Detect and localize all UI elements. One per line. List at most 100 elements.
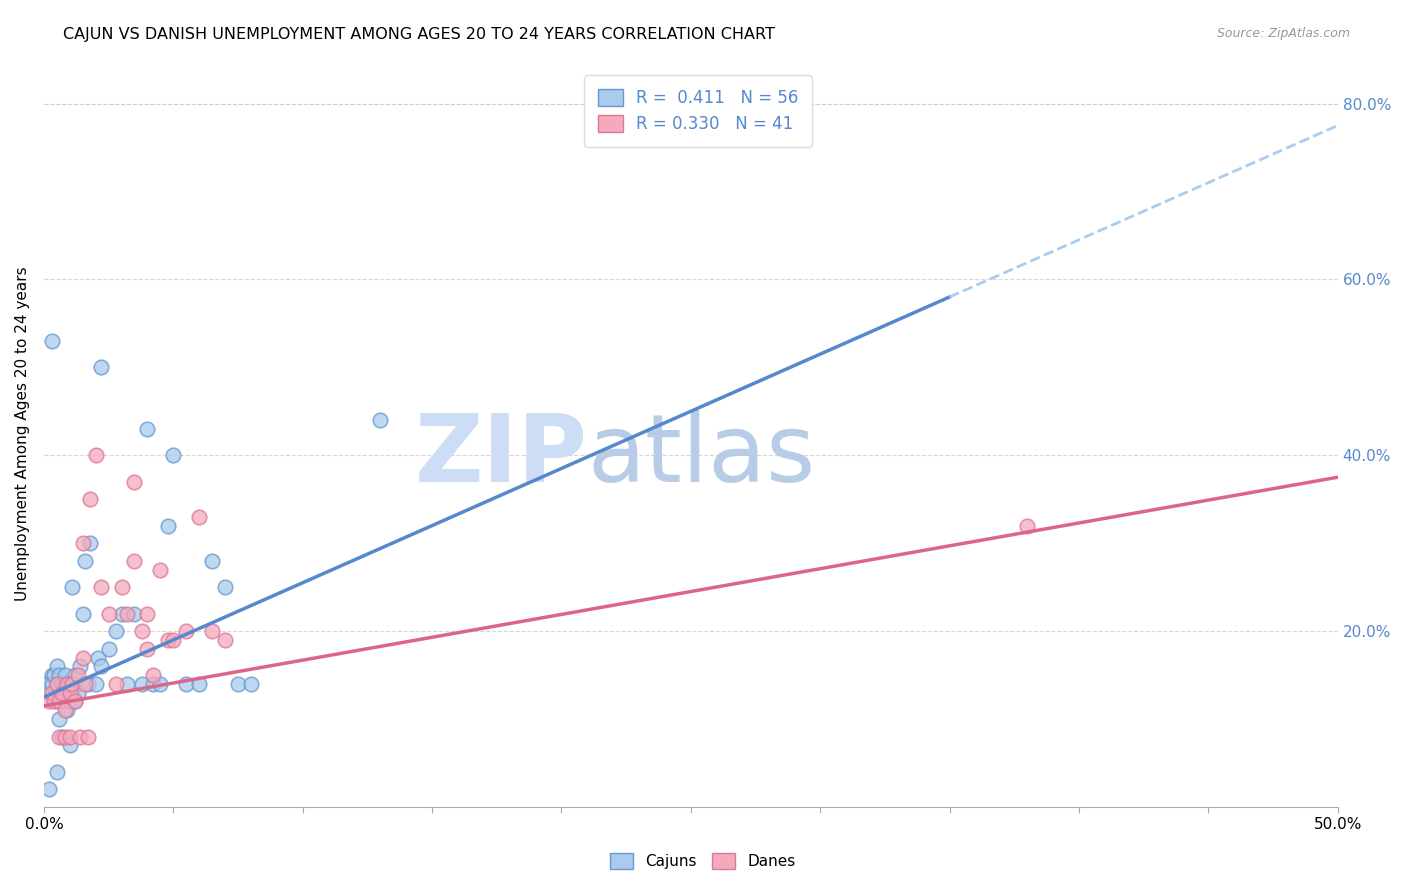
Point [174,677,197,691]
Point [56,677,79,691]
Point [97,607,120,621]
Point [59,677,82,691]
Point [201,554,224,568]
Point [45,764,67,779]
Point [149,563,172,577]
Point [157,632,180,647]
Point [136,641,159,656]
Point [115,677,138,691]
Point [38,694,60,708]
Point [51,730,73,744]
Point [149,677,172,691]
Point [44,694,66,708]
Point [63,694,86,708]
Point [136,422,159,436]
Point [115,607,138,621]
Point [157,518,180,533]
Point [59,686,82,700]
Point [35,677,58,691]
Point [41,334,63,348]
Point [105,677,128,691]
Point [45,694,67,708]
Point [48,712,70,726]
Point [162,632,184,647]
Point [53,703,76,717]
Point [77,677,100,691]
Point [131,624,153,639]
Point [56,677,79,691]
Point [214,632,236,647]
Point [63,668,86,682]
Point [38,686,60,700]
Point [239,677,262,691]
Point [60,580,83,594]
Point [45,677,67,691]
Point [48,694,70,708]
Text: Source: ZipAtlas.com: Source: ZipAtlas.com [1216,27,1350,40]
Point [38,782,60,797]
Point [63,694,86,708]
Point [53,730,76,744]
Point [124,554,146,568]
Point [77,730,100,744]
Point [59,694,82,708]
Point [79,492,101,507]
Point [72,607,94,621]
Point [87,650,110,665]
Point [226,677,249,691]
Point [66,686,89,700]
Point [69,730,91,744]
Point [368,413,391,427]
Y-axis label: Unemployment Among Ages 20 to 24 years: Unemployment Among Ages 20 to 24 years [15,266,30,600]
Point [136,607,159,621]
Point [72,650,94,665]
Point [53,677,76,691]
Point [105,624,128,639]
Legend: R =  0.411   N = 56, R = 0.330   N = 41: R = 0.411 N = 56, R = 0.330 N = 41 [585,76,811,147]
Point [51,686,73,700]
Point [162,448,184,462]
Point [110,607,132,621]
Point [110,580,132,594]
Point [79,536,101,550]
Point [56,703,79,717]
Text: atlas: atlas [588,409,815,501]
Point [84,448,107,462]
Point [142,668,165,682]
Point [41,677,63,691]
Point [84,677,107,691]
Point [90,360,112,375]
Point [75,677,97,691]
Point [1017,518,1039,533]
Point [59,730,82,744]
Point [41,668,63,682]
Point [51,677,73,691]
Point [48,668,70,682]
Point [75,554,97,568]
Point [41,686,63,700]
Point [142,677,165,691]
Point [45,677,67,691]
Point [188,509,211,524]
Text: CAJUN VS DANISH UNEMPLOYMENT AMONG AGES 20 TO 24 YEARS CORRELATION CHART: CAJUN VS DANISH UNEMPLOYMENT AMONG AGES … [63,27,775,42]
Legend: Cajuns, Danes: Cajuns, Danes [605,847,801,875]
Point [53,668,76,682]
Point [124,607,146,621]
Point [201,624,224,639]
Point [60,686,83,700]
Point [174,624,197,639]
Point [48,686,70,700]
Point [53,686,76,700]
Point [72,536,94,550]
Point [69,659,91,673]
Text: ZIP: ZIP [415,409,588,501]
Point [45,659,67,673]
Point [44,668,66,682]
Point [188,677,211,691]
Point [60,677,83,691]
Point [131,677,153,691]
Point [97,641,120,656]
Point [124,475,146,489]
Point [66,668,89,682]
Point [90,659,112,673]
